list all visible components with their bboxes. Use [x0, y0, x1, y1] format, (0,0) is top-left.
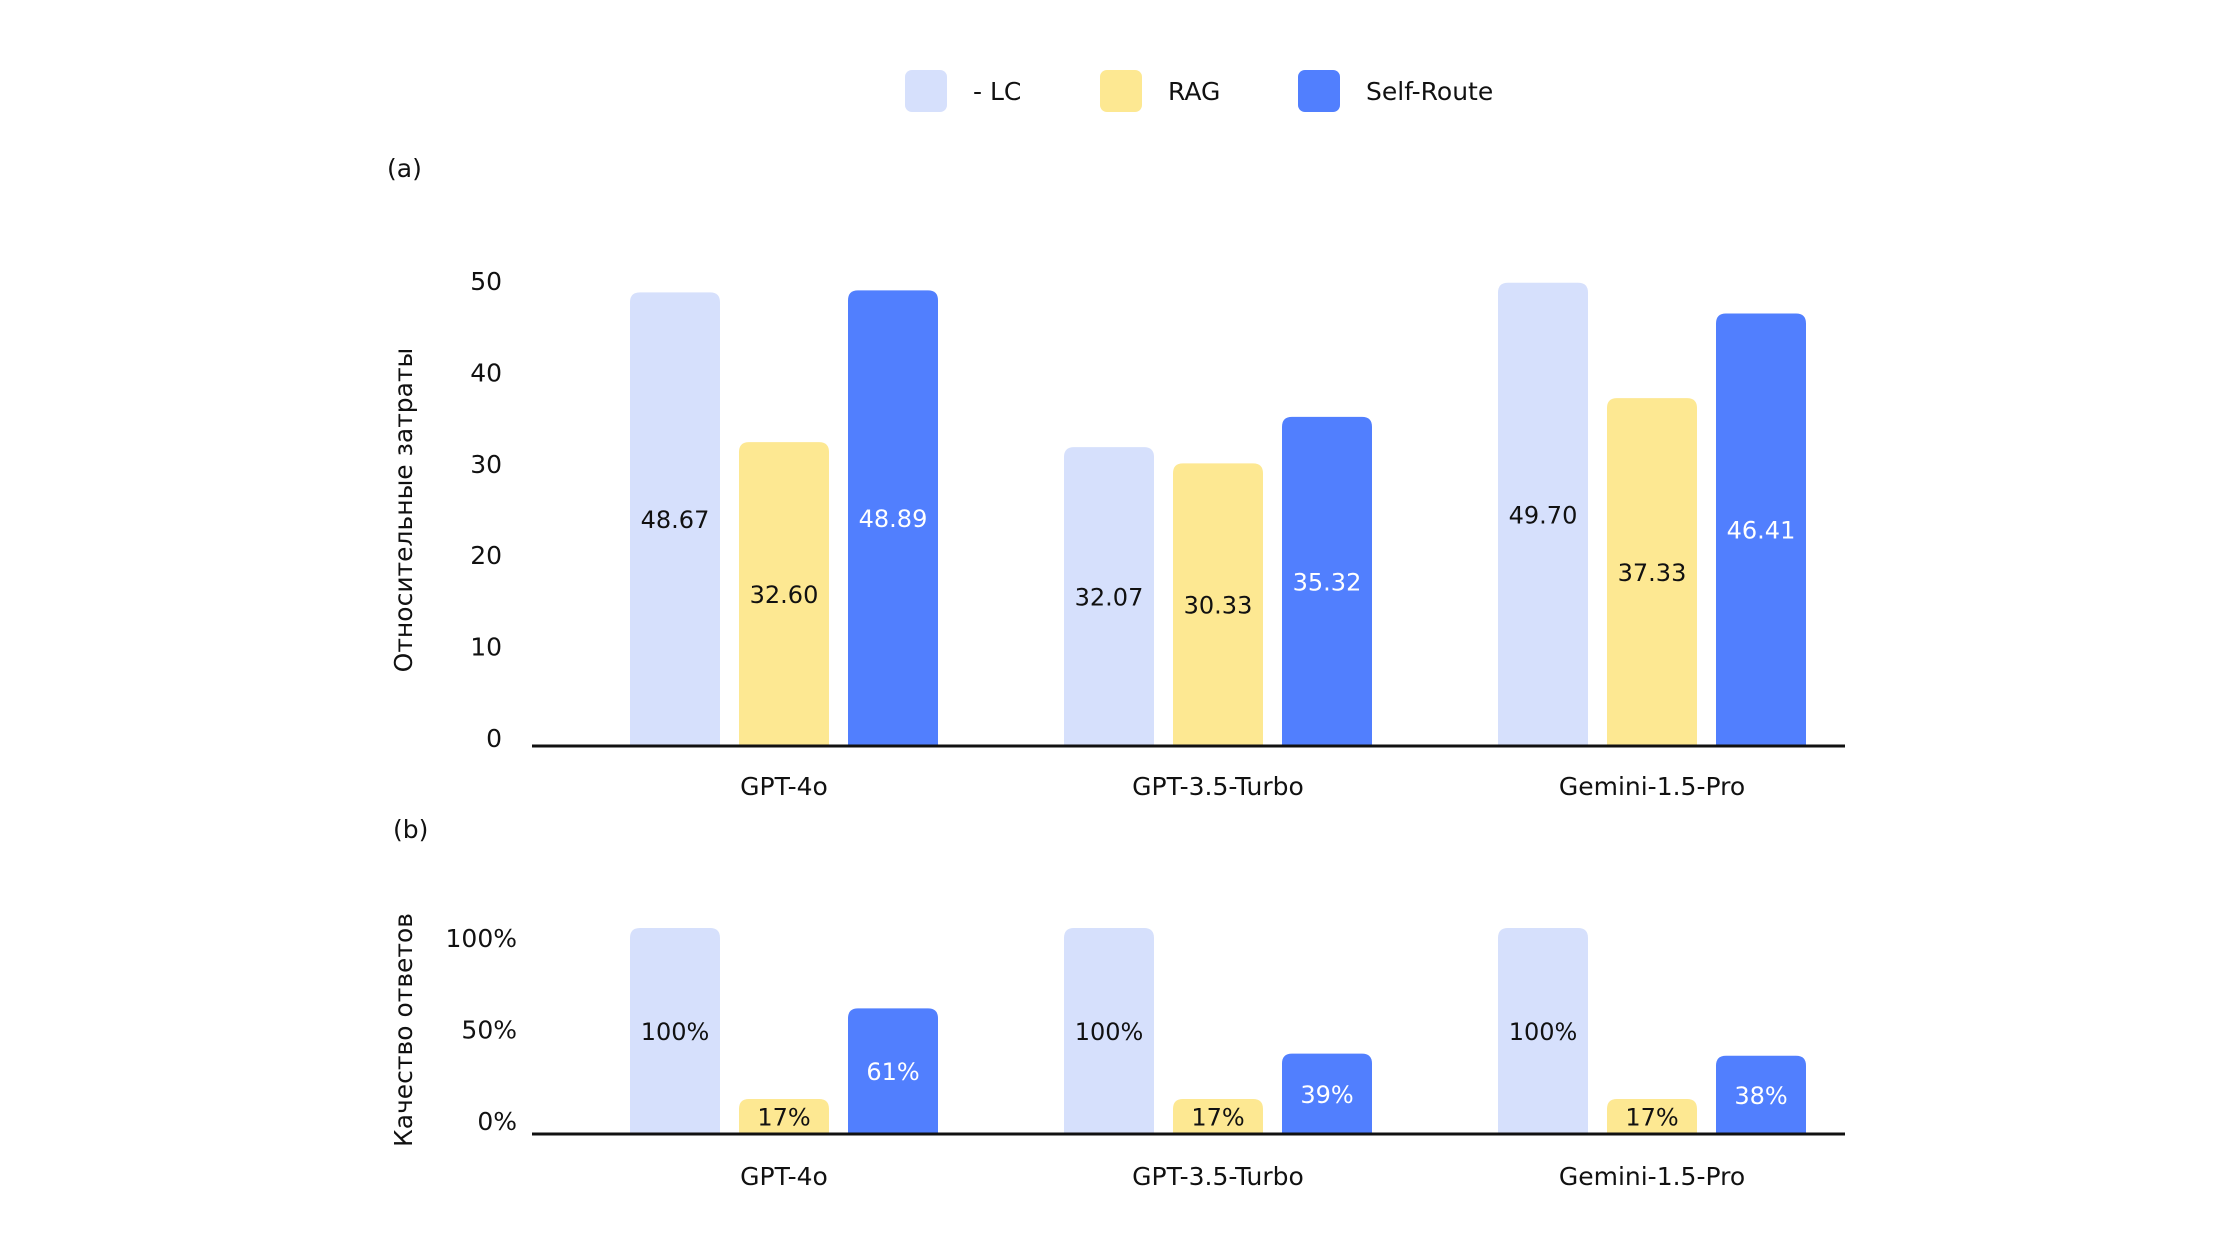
- x-tick-label: GPT-3.5-Turbo: [1132, 772, 1304, 801]
- x-tick-label: GPT-4o: [740, 1162, 828, 1191]
- bar-value-label: 39%: [1300, 1081, 1353, 1109]
- bar-value-label: 17%: [1625, 1103, 1678, 1131]
- x-tick-label: GPT-3.5-Turbo: [1132, 1162, 1304, 1191]
- panel-label-a: (a): [387, 154, 422, 183]
- y-tick-label: 0%: [477, 1107, 517, 1136]
- bar-lc-gpt-4o: [630, 928, 720, 1134]
- legend-label-rag: RAG: [1168, 76, 1221, 106]
- bar-rag-gemini-1-5-pro: [1607, 1098, 1697, 1134]
- bar-value-label: 17%: [757, 1103, 810, 1131]
- legend-label-lc: - LC: [973, 76, 1022, 106]
- y-tick-label: 30: [470, 450, 502, 479]
- panel-label-b: (b): [393, 815, 429, 844]
- bar-value-label: 17%: [1191, 1103, 1244, 1131]
- bar-value-label: 100%: [641, 1018, 710, 1046]
- bar-self-route-gpt-3-5-turbo: [1282, 1053, 1372, 1134]
- bar-rag-gpt-3-5-turbo: [1173, 1098, 1263, 1134]
- bar-value-label: 49.70: [1509, 501, 1578, 529]
- bar-value-label: 61%: [866, 1058, 919, 1086]
- legend-item-lc: - LC: [905, 68, 1021, 114]
- bar-value-label: 37.33: [1618, 559, 1687, 587]
- bar-self-route-gpt-3-5-turbo: [1282, 416, 1372, 746]
- bar-value-label: 32.60: [750, 581, 819, 609]
- bar-value-label: 48.89: [859, 505, 928, 533]
- y-tick-label: 40: [470, 358, 502, 387]
- bar-rag-gpt-3-5-turbo: [1173, 463, 1263, 746]
- legend-swatch-self-route: [1298, 70, 1340, 112]
- y-axis-label: Относительные затраты: [389, 348, 418, 673]
- bar-lc-gpt-3-5-turbo: [1064, 447, 1154, 746]
- bar-lc-gpt-3-5-turbo: [1064, 928, 1154, 1134]
- bar-lc-gemini-1-5-pro: [1498, 282, 1588, 746]
- bar-self-route-gemini-1-5-pro: [1716, 1055, 1806, 1134]
- bar-value-label: 100%: [1509, 1018, 1578, 1046]
- y-tick-label: 20: [470, 541, 502, 570]
- y-tick-label: 50%: [461, 1016, 517, 1045]
- x-tick-label: Gemini-1.5-Pro: [1559, 772, 1745, 801]
- y-tick-label: 100%: [446, 924, 517, 953]
- bar-rag-gpt-4o: [739, 442, 829, 746]
- y-axis-label: Качество ответов: [389, 913, 418, 1147]
- legend-swatch-lc: [905, 70, 947, 112]
- bar-value-label: 38%: [1734, 1082, 1787, 1110]
- bar-rag-gpt-4o: [739, 1098, 829, 1134]
- legend-item-self-route: Self-Route: [1298, 68, 1493, 114]
- x-tick-label: Gemini-1.5-Pro: [1559, 1162, 1745, 1191]
- y-tick-label: 0: [486, 724, 502, 753]
- bar-self-route-gemini-1-5-pro: [1716, 313, 1806, 746]
- bar-value-label: 35.32: [1293, 568, 1362, 596]
- y-tick-label: 10: [470, 633, 502, 662]
- bar-rag-gemini-1-5-pro: [1607, 398, 1697, 746]
- legend-item-rag: RAG: [1100, 68, 1220, 114]
- bar-lc-gpt-4o: [630, 292, 720, 746]
- bar-value-label: 30.33: [1184, 592, 1253, 620]
- x-tick-label: GPT-4o: [740, 772, 828, 801]
- y-tick-label: 50: [470, 267, 502, 296]
- legend-label-self-route: Self-Route: [1366, 76, 1494, 106]
- legend-swatch-rag: [1100, 70, 1142, 112]
- bar-self-route-gpt-4o: [848, 1008, 938, 1134]
- bar-self-route-gpt-4o: [848, 290, 938, 746]
- bar-value-label: 48.67: [641, 506, 710, 534]
- bar-value-label: 32.07: [1075, 584, 1144, 612]
- bar-value-label: 46.41: [1727, 517, 1796, 545]
- bar-value-label: 100%: [1075, 1018, 1144, 1046]
- bar-lc-gemini-1-5-pro: [1498, 928, 1588, 1134]
